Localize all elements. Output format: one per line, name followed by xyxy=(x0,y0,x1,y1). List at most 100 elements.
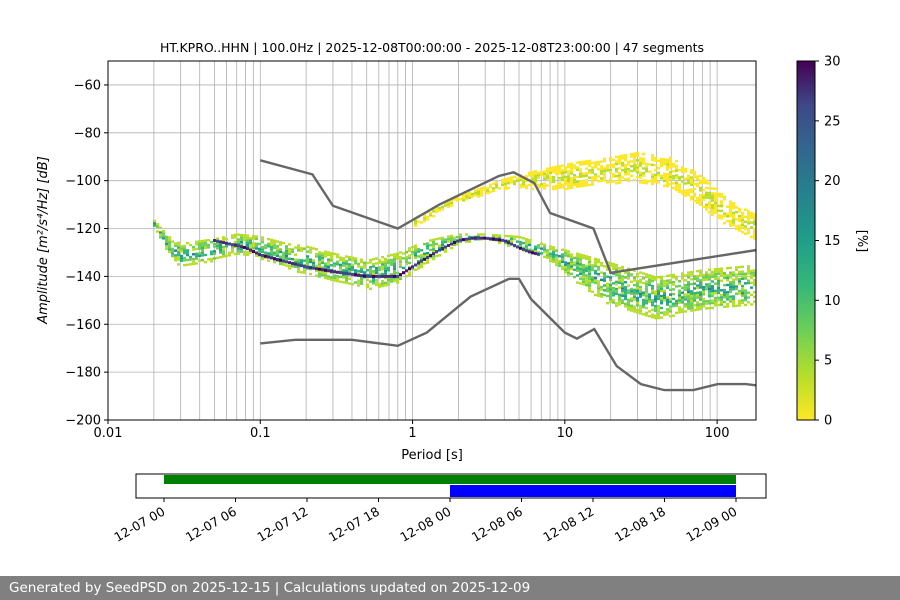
heatmap-cell xyxy=(696,182,699,185)
heatmap-cell xyxy=(390,274,393,278)
heatmap-cell xyxy=(201,244,204,247)
heatmap-cell xyxy=(753,269,756,272)
heatmap-cell xyxy=(627,177,630,180)
heatmap-cell xyxy=(666,160,669,164)
heatmap-cell xyxy=(651,156,654,159)
heatmap-cell xyxy=(603,179,606,182)
heatmap-cell xyxy=(669,279,672,282)
heatmap-cell xyxy=(567,182,570,185)
heatmap-cell xyxy=(672,283,675,286)
heatmap-cell xyxy=(702,205,705,209)
heatmap-cell xyxy=(519,178,522,182)
heatmap-cell xyxy=(384,276,387,280)
heatmap-cell xyxy=(222,255,225,258)
heatmap-cell xyxy=(588,169,591,172)
heatmap-cell xyxy=(234,233,237,236)
heatmap-cell xyxy=(564,263,567,267)
heatmap-cell xyxy=(276,257,279,261)
heatmap-cell xyxy=(411,253,414,256)
heatmap-cell xyxy=(387,266,390,270)
heatmap-cell xyxy=(501,181,504,184)
heatmap-cell xyxy=(612,282,615,285)
heatmap-cell xyxy=(693,308,696,312)
heatmap-cell xyxy=(510,178,513,182)
heatmap-cell xyxy=(408,254,411,257)
heatmap-cell xyxy=(666,184,669,188)
heatmap-cell xyxy=(642,293,645,297)
heatmap-cell xyxy=(339,275,342,279)
heatmap-cell xyxy=(291,257,294,261)
heatmap-cell xyxy=(672,186,675,190)
heatmap-cell xyxy=(666,182,669,185)
heatmap-cell xyxy=(507,241,510,245)
heatmap-cell xyxy=(606,181,609,184)
heatmap-cell xyxy=(294,262,297,266)
heatmap-cell xyxy=(327,251,330,254)
heatmap-cell xyxy=(519,176,522,179)
heatmap-cell xyxy=(714,206,717,210)
heatmap-cell xyxy=(414,249,417,252)
heatmap-cell xyxy=(549,259,552,263)
timeline-tick-label: 12-07 06 xyxy=(183,504,239,545)
heatmap-cell xyxy=(432,252,435,256)
heatmap-cell xyxy=(657,181,660,184)
heatmap-cell xyxy=(651,301,654,304)
heatmap-cell xyxy=(522,178,525,181)
heatmap-cell xyxy=(726,293,729,296)
heatmap-cell xyxy=(699,196,702,199)
heatmap-cell xyxy=(396,257,399,260)
heatmap-cell xyxy=(639,295,642,298)
heatmap-cell xyxy=(639,171,642,174)
heatmap-cell xyxy=(552,180,555,184)
heatmap-cell xyxy=(711,294,714,298)
heatmap-cell xyxy=(690,302,693,305)
heatmap-cell xyxy=(627,160,630,164)
heatmap-cell xyxy=(285,247,288,250)
colorbar-tick-label: 15 xyxy=(824,234,841,249)
heatmap-cell xyxy=(669,159,672,162)
heatmap-cell xyxy=(651,287,654,290)
heatmap-cell xyxy=(648,276,651,279)
heatmap-cell xyxy=(318,256,321,259)
heatmap-cell xyxy=(393,274,396,278)
timeline-tick-label: 12-07 12 xyxy=(254,504,310,545)
heatmap-cell xyxy=(663,184,666,187)
heatmap-cell xyxy=(630,174,633,178)
heatmap-cell xyxy=(450,234,453,238)
heatmap-cell xyxy=(699,283,702,287)
heatmap-cell xyxy=(369,280,372,283)
heatmap-cell xyxy=(747,267,750,270)
heatmap-cell xyxy=(672,280,675,284)
heatmap-cell xyxy=(696,296,699,299)
heatmap-cell xyxy=(447,200,450,204)
heatmap-cell xyxy=(423,254,426,258)
heatmap-cell xyxy=(717,214,720,217)
heatmap-cell xyxy=(342,259,345,262)
heatmap-cell xyxy=(426,261,429,264)
heatmap-cell xyxy=(639,157,642,160)
heatmap-cell xyxy=(513,235,516,238)
heatmap-cell xyxy=(615,263,618,267)
heatmap-cell xyxy=(198,245,201,248)
heatmap-cell xyxy=(318,251,321,254)
heatmap-cell xyxy=(744,282,747,285)
heatmap-cell xyxy=(309,260,312,264)
heatmap-cell xyxy=(285,257,288,260)
heatmap-cell xyxy=(453,198,456,201)
heatmap-cell xyxy=(393,255,396,259)
heatmap-cell xyxy=(654,295,657,298)
heatmap-cell xyxy=(648,283,651,287)
heatmap-cell xyxy=(375,262,378,265)
heatmap-cell xyxy=(618,176,621,180)
heatmap-cell xyxy=(174,244,177,248)
heatmap-cell xyxy=(387,254,390,258)
heatmap-cell xyxy=(720,216,723,220)
heatmap-cell xyxy=(576,252,579,256)
heatmap-cell xyxy=(639,181,642,184)
heatmap-cell xyxy=(549,245,552,248)
heatmap-cell xyxy=(687,174,690,177)
heatmap-cell xyxy=(633,295,636,299)
heatmap-cell xyxy=(660,280,663,283)
heatmap-cell xyxy=(621,280,624,283)
heatmap-cell xyxy=(576,264,579,268)
